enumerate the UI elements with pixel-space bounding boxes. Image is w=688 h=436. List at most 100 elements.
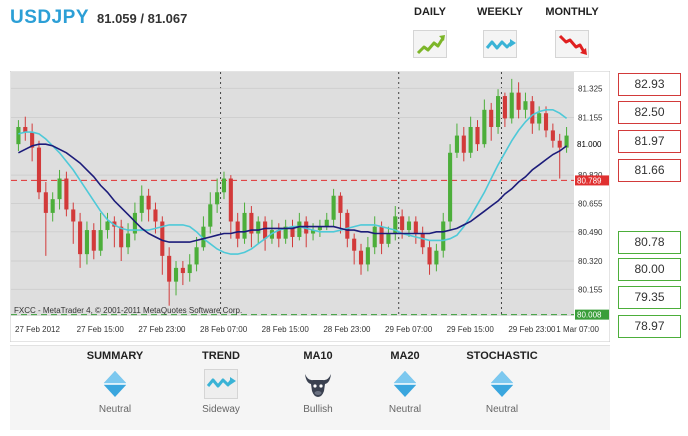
neutral-diamond-icon [389, 369, 421, 399]
bull-candle [537, 113, 542, 124]
bear-candle [461, 135, 466, 153]
x-tick-label: 29 Feb 07:00 [385, 325, 433, 334]
x-tick-label: 29 Feb 15:00 [447, 325, 495, 334]
indicator-stochastic: STOCHASTIC Neutral [452, 346, 552, 415]
bull-candle [256, 221, 261, 234]
trend-up-icon [413, 30, 447, 58]
bull-candle [386, 233, 391, 244]
indicator-summary: SUMMARY Neutral [65, 346, 165, 415]
bull-candle [564, 135, 569, 148]
trend-sideway-icon [483, 30, 517, 58]
bull-candle [208, 204, 213, 227]
bear-candle [64, 178, 69, 210]
ma-slow-line [18, 143, 568, 243]
indicator-ma20: MA20 Neutral [355, 346, 455, 415]
indicator-label: MA20 [390, 350, 420, 362]
indicator-label: MA10 [303, 350, 333, 362]
bull-candle [468, 126, 473, 153]
y-tick-label: 80.320 [578, 257, 603, 266]
indicator-trend: TREND Sideway [171, 346, 271, 415]
red-line-label-box [575, 175, 609, 186]
timeframe-weekly[interactable]: WEEKLY [470, 6, 530, 58]
bear-candle [180, 267, 185, 274]
bear-candle [420, 233, 425, 248]
green-line-label: 80.008 [577, 311, 602, 320]
bear-candle [489, 109, 494, 127]
bull-candle [406, 221, 412, 231]
y-tick-label: 81.155 [578, 114, 603, 123]
bull-candle [365, 247, 370, 265]
bull-candle [434, 250, 439, 265]
x-tick-label: 27 Feb 2012 [15, 325, 60, 334]
timeframe-monthly[interactable]: MONTHLY [542, 6, 602, 58]
bull-candle [324, 219, 329, 227]
timeframe-daily[interactable]: DAILY [400, 6, 460, 58]
indicator-value: Neutral [388, 404, 422, 415]
bull-candle [98, 230, 103, 251]
bear-candle [153, 209, 158, 222]
green-line-label-box [575, 309, 609, 320]
bear-candle [352, 238, 357, 251]
indicator-label: TREND [202, 350, 240, 362]
bear-candle [475, 126, 480, 145]
bear-candle [228, 178, 233, 222]
bull-candle [221, 178, 227, 193]
bear-candle [400, 216, 405, 231]
bull-candle [194, 247, 199, 265]
bull-candle [448, 152, 453, 222]
bull-candle [393, 216, 398, 234]
x-tick-label: 27 Feb 23:00 [138, 325, 186, 334]
current-price-label: 81.000 [577, 140, 602, 149]
bear-candle [304, 221, 309, 234]
bear-candle [119, 226, 124, 248]
x-tick-label: 28 Feb 07:00 [200, 325, 248, 334]
bear-candle [358, 250, 364, 265]
bear-candle [427, 247, 432, 265]
indicator-value: Sideway [202, 404, 240, 415]
bull-candle [173, 267, 179, 282]
bull-candle [132, 212, 137, 234]
bear-candle [502, 96, 507, 119]
support-level: 80.00 [618, 258, 681, 281]
bear-candle [78, 221, 83, 255]
bear-candle [338, 195, 343, 213]
bear-candle [71, 209, 76, 222]
bear-candle [249, 212, 254, 234]
bull-candle [311, 230, 316, 234]
bull-candle [297, 221, 302, 237]
bull-candle [372, 226, 377, 248]
bear-candle [550, 130, 555, 141]
bid-ask-price: 81.059 / 81.067 [97, 11, 188, 26]
timeframe-label: DAILY [414, 6, 446, 18]
trend-down-icon [555, 30, 589, 58]
y-tick-label: 80.490 [578, 228, 603, 237]
bull-icon [302, 369, 334, 399]
indicator-ma10: MA10 Bullish [268, 346, 368, 415]
bull-candle [201, 226, 206, 248]
bull-candle [57, 178, 62, 200]
resistance-level: 81.97 [618, 130, 681, 153]
bull-candle [283, 226, 288, 239]
timeframe-label: MONTHLY [545, 6, 599, 18]
x-tick-label: 28 Feb 23:00 [323, 325, 371, 334]
bull-candle [16, 126, 21, 145]
bull-candle [331, 195, 336, 220]
chart-watermark: FXCC - MetaTrader 4, © 2001-2011 MetaQuo… [14, 306, 242, 315]
bull-candle [441, 221, 446, 251]
resistance-level: 82.50 [618, 101, 681, 124]
bull-candle [317, 226, 322, 231]
support-level: 80.78 [618, 231, 681, 254]
trend-sideway-icon [204, 369, 238, 399]
x-tick-label: 28 Feb 15:00 [262, 325, 310, 334]
bear-candle [167, 255, 172, 282]
y-tick-label: 81.325 [578, 84, 603, 93]
bull-candle [187, 264, 192, 274]
bear-candle [160, 221, 165, 256]
bear-candle [235, 221, 240, 239]
y-tick-label: 80.655 [578, 199, 603, 208]
bear-candle [30, 132, 35, 148]
resistance-level: 81.66 [618, 159, 681, 182]
indicator-label: STOCHASTIC [466, 350, 538, 362]
indicator-value: Neutral [98, 404, 132, 415]
